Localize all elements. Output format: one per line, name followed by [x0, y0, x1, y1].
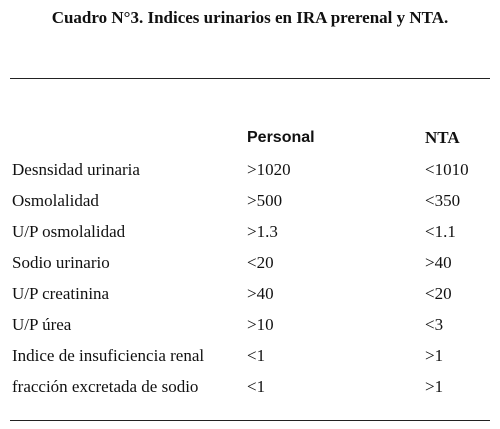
- table-cell: >40: [425, 253, 452, 272]
- top-rule: [10, 78, 490, 79]
- table-title: Cuadro N°3. Indices urinarios en IRA pre…: [51, 8, 449, 27]
- row-label: Osmolalidad: [12, 191, 99, 210]
- table-cell: <1010: [425, 160, 469, 179]
- row-label: U/P creatinina: [12, 284, 110, 303]
- table-cell: <1: [247, 346, 266, 365]
- bottom-rule: [10, 420, 490, 421]
- row-label: Indice de insuficiencia renal: [12, 346, 205, 365]
- row-label: Sodio urinario: [12, 253, 110, 272]
- table-cell: >1020: [247, 160, 291, 179]
- table-cell: >1: [425, 377, 444, 396]
- table-cell: >40: [247, 284, 274, 303]
- table-cell: <1.1: [425, 222, 456, 241]
- table-cell: >1: [425, 346, 444, 365]
- column-header: NTA: [425, 128, 460, 147]
- row-label: Desnsidad urinaria: [12, 160, 140, 179]
- table-cell: >1.3: [247, 222, 278, 241]
- row-label: fracción excretada de sodio: [12, 377, 199, 396]
- table-cell: >500: [247, 191, 283, 210]
- row-label: U/P osmolalidad: [12, 222, 126, 241]
- table-cell: <3: [425, 315, 444, 334]
- table-cell: <1: [247, 377, 266, 396]
- column-header: Personal: [247, 129, 315, 146]
- table-cell: <20: [247, 253, 274, 272]
- table-cell: <350: [425, 191, 461, 210]
- table-cell: <20: [425, 284, 452, 303]
- row-label: U/P úrea: [12, 315, 72, 334]
- table-cell: >10: [247, 315, 274, 334]
